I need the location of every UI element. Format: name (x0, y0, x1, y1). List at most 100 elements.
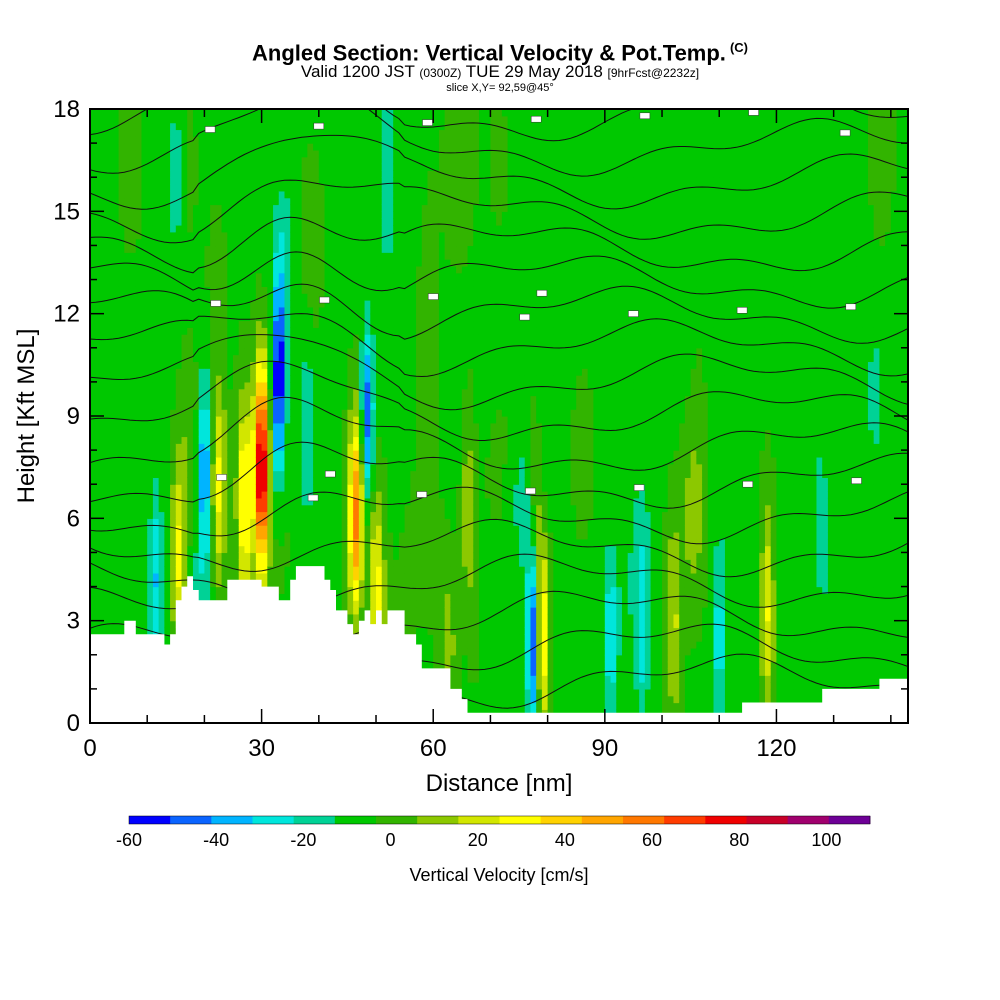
velocity-cell (147, 272, 154, 281)
velocity-cell (164, 525, 171, 533)
velocity-cell (255, 252, 263, 260)
velocity-cell (341, 293, 349, 301)
velocity-cell (381, 504, 389, 513)
velocity-cell (210, 538, 217, 547)
velocity-cell (313, 197, 320, 206)
velocity-cell (152, 218, 160, 226)
velocity-cell (221, 245, 228, 253)
velocity-cell (210, 470, 217, 478)
velocity-cell (130, 525, 137, 533)
velocity-cell (170, 463, 177, 472)
velocity-cell (335, 409, 343, 417)
velocity-cell (313, 422, 320, 431)
velocity-cell (278, 525, 286, 533)
velocity-cell (187, 163, 194, 171)
velocity-cell (301, 381, 308, 390)
velocity-cell (307, 177, 314, 185)
velocity-cell (290, 381, 297, 390)
velocity-cell (353, 484, 360, 492)
velocity-cell (318, 115, 326, 124)
velocity-cell (112, 450, 120, 458)
velocity-cell (370, 518, 377, 526)
velocity-cell (398, 409, 406, 417)
velocity-cell (250, 293, 257, 301)
velocity-cell (118, 429, 125, 438)
velocity-cell (170, 422, 177, 431)
velocity-cell (364, 184, 371, 192)
velocity-cell (210, 545, 217, 554)
velocity-cell (170, 313, 177, 322)
velocity-cell (221, 327, 228, 335)
velocity-cell (324, 327, 331, 335)
velocity-cell (198, 136, 206, 144)
velocity-cell (181, 265, 188, 274)
velocity-cell (152, 313, 160, 322)
velocity-cell (95, 436, 103, 444)
velocity-cell (210, 559, 217, 567)
velocity-cell (255, 259, 263, 267)
velocity-cell (387, 388, 394, 397)
velocity-cell (267, 115, 274, 124)
velocity-cell (267, 306, 274, 315)
velocity-cell (210, 456, 217, 465)
velocity-cell (187, 204, 194, 212)
velocity-cell (335, 136, 343, 144)
velocity-cell (364, 429, 371, 438)
velocity-cell (290, 313, 297, 322)
velocity-cell (347, 252, 354, 260)
slice-info: slice X,Y= 92,59@45° (446, 82, 554, 95)
velocity-cell (261, 525, 268, 533)
velocity-cell (141, 252, 148, 260)
velocity-cell (324, 511, 331, 519)
velocity-cell (358, 334, 366, 342)
velocity-cell (347, 204, 354, 212)
velocity-cell (273, 422, 280, 431)
velocity-cell (233, 149, 240, 158)
velocity-cell (221, 579, 228, 588)
velocity-cell (307, 184, 314, 192)
velocity-cell (130, 190, 137, 199)
velocity-cell (158, 559, 165, 567)
velocity-cell (101, 293, 108, 301)
velocity-cell (141, 518, 148, 526)
velocity-cell (135, 245, 143, 253)
velocity-cell (118, 538, 125, 547)
velocity-cell (204, 238, 211, 247)
velocity-cell (238, 525, 246, 533)
velocity-cell (147, 279, 154, 287)
velocity-cell (158, 163, 165, 171)
velocity-cell (158, 313, 165, 322)
velocity-cell (112, 620, 120, 629)
velocity-cell (141, 259, 148, 267)
velocity-cell (387, 572, 394, 581)
velocity-cell (313, 231, 320, 240)
velocity-cell (164, 572, 171, 581)
velocity-cell (130, 170, 137, 178)
velocity-cell (210, 572, 217, 581)
velocity-cell (215, 197, 223, 206)
velocity-cell (290, 245, 297, 253)
velocity-cell (387, 559, 394, 567)
velocity-cell (135, 470, 143, 478)
velocity-cell (353, 347, 360, 356)
velocity-cell (335, 115, 343, 124)
velocity-cell (141, 613, 148, 622)
velocity-cell (278, 463, 286, 472)
velocity-cell (273, 300, 280, 308)
velocity-cell (358, 538, 366, 547)
velocity-cell (250, 245, 257, 253)
velocity-cell (198, 552, 206, 560)
velocity-cell (135, 436, 143, 444)
velocity-cell (261, 450, 268, 458)
velocity-cell (187, 436, 194, 444)
velocity-cell (353, 511, 360, 519)
velocity-cell (341, 170, 349, 178)
velocity-cell (204, 197, 211, 206)
velocity-cell (238, 484, 246, 492)
velocity-cell (164, 149, 171, 158)
velocity-cell (124, 197, 131, 206)
velocity-cell (135, 586, 143, 594)
velocity-cell (341, 122, 349, 131)
velocity-cell (335, 122, 343, 131)
velocity-cell (141, 456, 148, 465)
